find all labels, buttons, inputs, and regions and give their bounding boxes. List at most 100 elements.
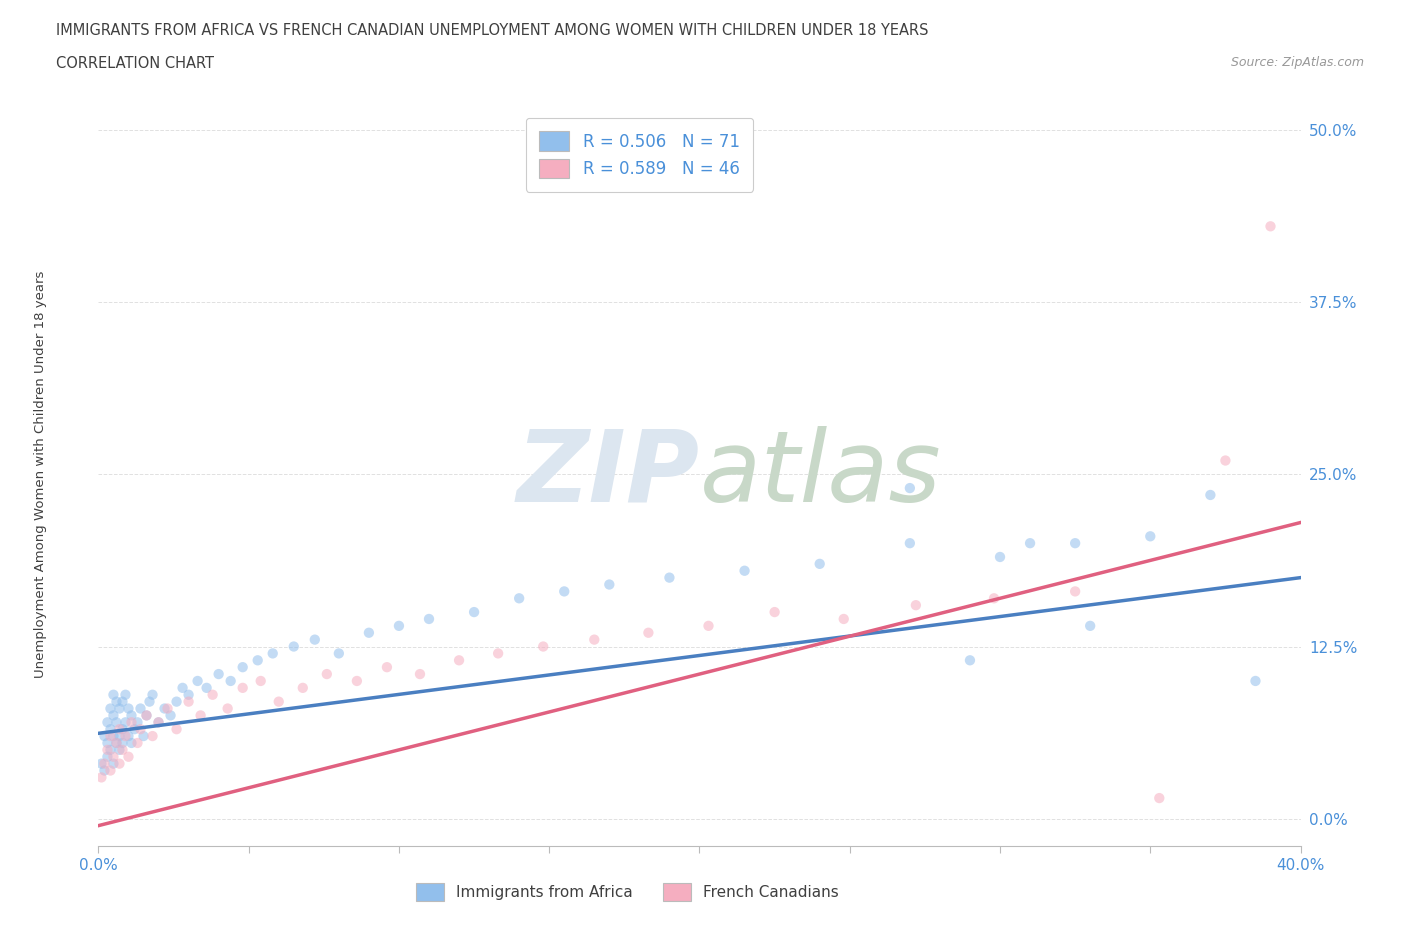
Point [124,722,146,737]
Point [90,770,112,785]
Point [111,722,134,737]
Point [531,639,554,654]
Point [153,701,176,716]
Point [117,750,139,764]
Point [100,722,122,737]
Point [1260,219,1282,233]
Point [93,756,115,771]
Point [105,694,128,709]
Point [262,646,284,661]
Point [763,604,786,619]
Point [187,673,209,688]
Text: Unemployment Among Women with Children Under 18 years: Unemployment Among Women with Children U… [34,271,48,678]
Point [697,618,720,633]
Point [219,673,242,688]
Point [117,701,139,716]
Point [177,694,200,709]
Point [138,694,160,709]
Point [1215,453,1237,468]
Point [129,722,152,737]
Point [583,632,606,647]
Text: atlas: atlas [699,426,941,523]
Point [357,625,380,640]
Point [267,694,290,709]
Point [114,687,136,702]
Point [508,591,530,605]
Point [111,742,134,757]
Point [1064,584,1087,599]
Point [1019,536,1042,551]
Point [486,646,509,661]
Point [808,556,831,571]
Point [904,598,927,613]
Point [108,728,131,743]
Point [1139,529,1161,544]
Point [598,578,620,592]
Point [409,667,432,682]
Point [195,681,218,696]
Point [103,756,125,771]
Point [159,708,181,723]
Point [898,481,921,496]
Point [96,742,118,757]
Point [108,701,131,716]
Point [832,612,855,627]
Point [111,736,134,751]
Point [959,653,981,668]
Point [346,673,368,688]
Point [108,756,131,771]
Point [166,694,188,709]
Point [1078,618,1101,633]
Point [93,728,115,743]
Point [121,736,143,751]
Point [249,673,271,688]
Point [177,687,200,702]
Point [463,604,485,619]
Point [1244,673,1267,688]
Point [232,681,254,696]
Point [93,764,115,778]
Point [1149,790,1171,805]
Text: Source: ZipAtlas.com: Source: ZipAtlas.com [1230,56,1364,69]
Point [100,701,122,716]
Point [90,756,112,771]
Point [127,715,149,730]
Point [983,591,1005,605]
Point [103,708,125,723]
Point [315,667,337,682]
Point [132,728,155,743]
Point [658,570,681,585]
Point [100,728,122,743]
Point [166,722,188,737]
Point [96,715,118,730]
Point [121,708,143,723]
Legend: Immigrants from Africa, French Canadians: Immigrants from Africa, French Canadians [404,871,851,913]
Point [141,728,163,743]
Point [117,728,139,743]
Point [898,536,921,551]
Point [156,701,179,716]
Point [111,694,134,709]
Point [103,728,125,743]
Point [100,742,122,757]
Point [1064,536,1087,551]
Point [100,764,122,778]
Point [129,701,152,716]
Point [108,742,131,757]
Point [217,701,239,716]
Point [148,715,170,730]
Point [190,708,212,723]
Point [447,653,470,668]
Point [637,625,659,640]
Point [105,715,128,730]
Point [103,687,125,702]
Point [304,632,326,647]
Point [208,667,231,682]
Point [246,653,269,668]
Point [96,736,118,751]
Point [388,618,411,633]
Point [96,750,118,764]
Point [105,736,128,751]
Point [114,728,136,743]
Point [375,659,398,674]
